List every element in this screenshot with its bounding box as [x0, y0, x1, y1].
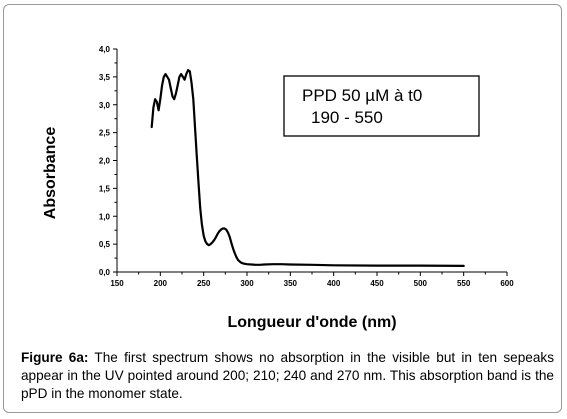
caption-label: Figure 6a:: [21, 350, 89, 365]
legend-line-1: PPD 50 µM à t0: [302, 86, 422, 105]
x-tick-label: 500: [414, 279, 428, 288]
x-axis-title: Longueur d'onde (nm): [227, 314, 396, 331]
y-axis-ticks: 0,0 0,5 1,0 1,5 2,0 2,5 3,0 3,5 4,0: [99, 45, 117, 277]
x-tick-label: 600: [500, 279, 514, 288]
x-tick-label: 450: [370, 279, 384, 288]
x-tick-label: 150: [110, 279, 124, 288]
y-tick-label: 4,0: [99, 45, 111, 54]
legend-box: PPD 50 µM à t0 190 - 550: [283, 75, 480, 137]
y-tick-label: 2,5: [99, 129, 111, 138]
y-tick-label: 3,5: [99, 73, 111, 82]
x-tick-label: 300: [240, 279, 254, 288]
caption-text: The first spectrum shows no absorption i…: [21, 350, 554, 401]
legend-line-2: 190 - 550: [311, 108, 383, 127]
x-axis-ticks: 150 200 250 300 350 400 450 500 550 600: [110, 272, 514, 288]
x-tick-label: 250: [197, 279, 211, 288]
y-tick-label: 0,0: [99, 268, 111, 277]
x-tick-label: 550: [457, 279, 471, 288]
y-tick-label: 1,0: [99, 212, 111, 221]
absorbance-series-line: [150, 69, 465, 267]
y-tick-label: 1,5: [99, 184, 111, 193]
y-tick-label: 2,0: [99, 157, 111, 166]
y-tick-label: 0,5: [99, 240, 111, 249]
legend-frame: [283, 75, 480, 137]
figure-caption: Figure 6a: The first spectrum shows no a…: [21, 349, 554, 403]
x-tick-label: 400: [327, 279, 341, 288]
y-tick-label: 3,0: [99, 101, 111, 110]
series-group: [150, 69, 465, 267]
figure-frame: 150 200 250 300 350 400 450 500 550 600 0,0 0,5 1,0…: [3, 4, 562, 413]
y-axis-title: Absorbance: [42, 127, 59, 220]
x-tick-label: 350: [284, 279, 298, 288]
absorbance-chart: 150 200 250 300 350 400 450 500 550 600 0,0 0,5 1,0…: [42, 45, 514, 331]
x-tick-label: 200: [154, 279, 168, 288]
